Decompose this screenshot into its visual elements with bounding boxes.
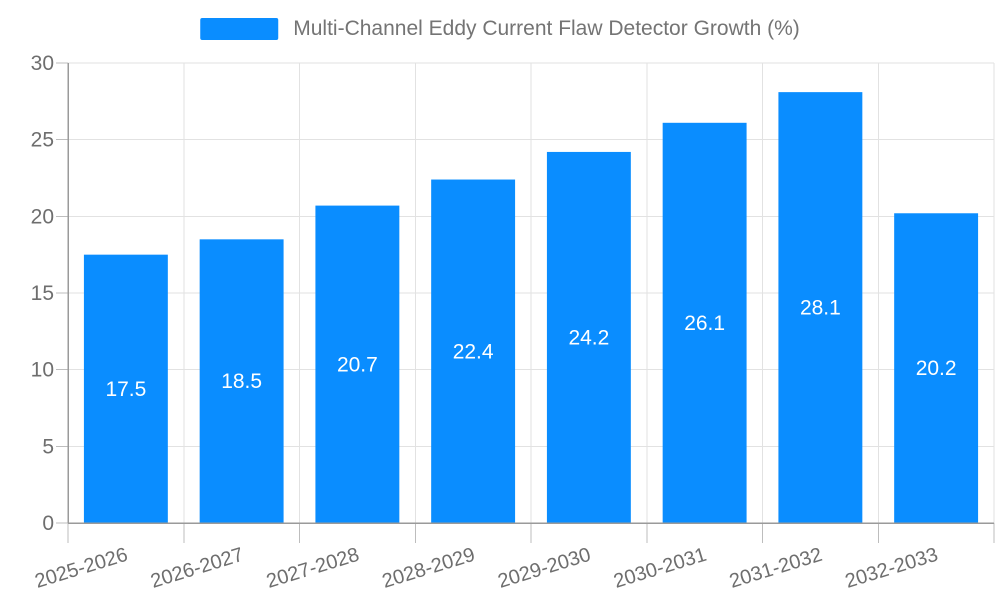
bar-value-label: 22.4	[453, 340, 494, 363]
bar-2032-2033[interactable]	[894, 213, 979, 523]
bar-value-label: 17.5	[105, 378, 146, 401]
x-tick-label: 2028-2029	[380, 544, 478, 593]
y-tick-label: 20	[31, 205, 54, 228]
bar-2028-2029[interactable]	[431, 179, 516, 524]
y-tick-label: 10	[31, 359, 54, 382]
bar-value-label: 18.5	[221, 370, 262, 393]
bar-value-label: 28.1	[800, 297, 841, 320]
legend-swatch[interactable]	[200, 18, 279, 40]
x-tick-label: 2026-2027	[148, 544, 246, 593]
chart-legend[interactable]: Multi-Channel Eddy Current Flaw Detector…	[200, 17, 800, 41]
y-tick-label: 30	[31, 52, 54, 75]
bar-value-label: 26.1	[684, 312, 725, 335]
bar-value-label: 20.7	[337, 353, 378, 376]
bar-2027-2028[interactable]	[315, 205, 400, 523]
bar-2029-2030[interactable]	[546, 151, 631, 523]
x-tick-label: 2032-2033	[843, 544, 941, 593]
legend-label: Multi-Channel Eddy Current Flaw Detector…	[293, 17, 800, 40]
x-tick-label: 2027-2028	[264, 544, 362, 593]
bar-2030-2031[interactable]	[662, 122, 747, 524]
y-tick-label: 5	[42, 435, 54, 458]
y-tick-label: 25	[31, 129, 54, 152]
x-tick-label: 2030-2031	[611, 544, 709, 593]
x-tick-label: 2029-2030	[495, 544, 593, 593]
bar-2025-2026[interactable]	[83, 254, 168, 523]
y-tick-label: 0	[42, 512, 54, 535]
bar-value-label: 24.2	[568, 326, 609, 349]
y-tick-label: 15	[31, 282, 54, 305]
x-tick-label: 2025-2026	[32, 544, 130, 593]
bar-2031-2032[interactable]	[778, 92, 863, 523]
bar-2026-2027[interactable]	[199, 239, 284, 524]
x-tick-label: 2031-2032	[727, 544, 825, 593]
bar-value-label: 20.2	[916, 357, 957, 380]
